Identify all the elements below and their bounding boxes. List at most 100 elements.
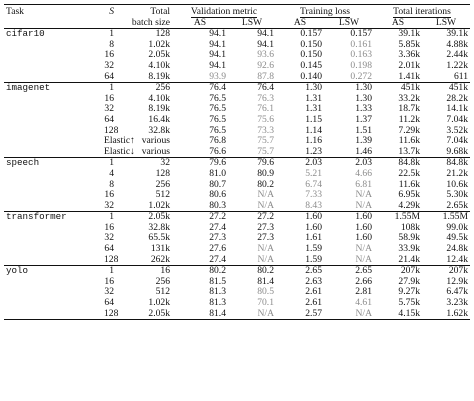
cell-batch: 1.02k: [148, 38, 170, 50]
cell-batch: various: [141, 145, 170, 157]
cell-v-lsw: 76.3: [257, 92, 274, 104]
cell-t-lsw: 2.66: [355, 275, 372, 287]
cell-t-lsw: 2.03: [324, 157, 374, 169]
header-s: S: [102, 3, 116, 29]
table-row: 32 1.02k 80.3 N/A 8.43 N/A 4.29k 2.65k: [4, 199, 470, 212]
cell-t-as: 1.31: [305, 103, 322, 115]
cell-i-as: 33.9k: [398, 243, 420, 255]
cell-i-as: 6.95k: [398, 189, 420, 201]
cell-v-lsw: 27.2: [228, 211, 276, 223]
cell-i-lsw: 84.8k: [422, 157, 470, 169]
cell-batch: 4.10k: [148, 59, 170, 71]
cell-s: 1: [102, 82, 116, 94]
cell-i-as: 1.41k: [398, 70, 420, 82]
table-row: 32 8.19k 76.5 76.1 1.31 1.33 18.7k 14.1k: [4, 104, 470, 115]
cell-i-as: 3.36k: [398, 49, 420, 61]
cell-v-as: 76.5: [209, 103, 226, 115]
table-row: yolo 1 16 80.2 80.2 2.65 2.65 207k 207k: [4, 265, 470, 277]
cell-i-lsw: 4.88k: [446, 38, 468, 50]
cell-v-as: 81.4: [172, 308, 228, 321]
cell-s: 16: [104, 275, 114, 287]
table-row: 64 8.19k 93.9 87.8 0.140 0.272 1.41k 611: [4, 70, 470, 83]
cell-batch: 32.8k: [148, 124, 170, 136]
cell-i-as: 33.2k: [398, 92, 420, 104]
table-row: 4 128 81.0 80.9 5.21 4.66 22.5k 21.2k: [4, 167, 470, 180]
cell-i-as: 1.55M: [374, 211, 422, 223]
cell-v-as: 76.5: [209, 92, 226, 104]
cell-v-as: 93.9: [209, 70, 226, 82]
cell-v-as: 81.5: [209, 275, 226, 287]
cell-v-as: 81.3: [209, 286, 226, 298]
cell-batch: 32.8k: [148, 221, 170, 233]
table-row: imagenet 1 256 76.4 76.4 1.30 1.30 451k 451k: [4, 82, 470, 94]
cell-batch: 1.02k: [148, 199, 170, 211]
task-name-empty: [4, 308, 102, 321]
task-name-empty: [4, 233, 102, 244]
cell-batch: 256: [155, 178, 170, 190]
cell-v-lsw: N/A: [228, 308, 276, 321]
cell-t-as: 2.61: [305, 286, 322, 298]
cell-v-lsw: 76.4: [228, 82, 276, 94]
cell-v-lsw: 80.2: [257, 178, 274, 190]
results-body: cifar10 1 128 94.1 94.1 0.157 0.157 39.1k 39.1k 8…: [4, 28, 470, 321]
cell-s: 16: [104, 189, 114, 201]
cell-i-lsw: 2.44k: [446, 49, 468, 61]
cell-i-lsw: 2.65k: [446, 199, 468, 211]
header-iterations-label: Total iterations: [393, 6, 451, 18]
cell-s: 4: [109, 167, 114, 179]
cell-s: 1: [102, 28, 116, 40]
table-row: 32 512 81.3 80.5 2.61 2.81 9.27k 6.47k: [4, 287, 470, 298]
cell-s: 32: [104, 199, 114, 211]
cell-t-as: 6.74: [305, 178, 322, 190]
cell-i-as: 4.15k: [374, 308, 422, 321]
cell-v-as: 94.1: [172, 28, 228, 40]
cell-i-lsw: 3.23k: [446, 297, 468, 309]
table-row: 64 131k 27.6 N/A 1.59 N/A 33.9k 24.8k: [4, 243, 470, 255]
cell-s: 128: [102, 307, 119, 321]
table-row: 16 256 81.5 81.4 2.63 2.66 27.9k 12.9k: [4, 275, 470, 288]
table-row: 128 2.05k 81.4 N/A 2.57 N/A 4.15k 1.62k: [4, 307, 470, 321]
header-iter-lsw: LSW: [435, 16, 457, 28]
cell-t-as: 0.150: [300, 49, 322, 61]
cell-s: 64: [104, 297, 114, 309]
cell-t-as: 1.23: [305, 145, 322, 157]
cell-i-lsw: 14.1k: [446, 103, 468, 115]
cell-v-lsw: 27.3: [257, 221, 274, 233]
cell-v-lsw: 80.9: [257, 167, 274, 179]
cell-s: 1: [102, 157, 116, 169]
table-row: 32 65.5k 27.3 27.3 1.61 1.60 58.9k 49.5k: [4, 233, 470, 244]
cell-s: 1: [102, 211, 116, 223]
task-name-empty: [4, 223, 102, 234]
cell-i-lsw: 1.55M: [422, 211, 470, 223]
cell-i-as: 207k: [374, 265, 422, 277]
cell-batch: 8.19k: [148, 103, 170, 115]
task-name: cifar10: [4, 28, 102, 40]
table-row: Elastic↑ various 76.8 75.7 1.16 1.39 11.6k 7.04…: [4, 136, 470, 147]
cell-s: 1: [102, 265, 116, 277]
cell-v-as: 94.1: [209, 59, 226, 71]
cell-t-lsw: 6.81: [355, 178, 372, 190]
cell-s: 128: [104, 253, 119, 265]
cell-v-as: 79.6: [172, 157, 228, 169]
cell-i-as: 2.01k: [398, 59, 420, 71]
cell-batch: 32: [116, 157, 172, 169]
cell-batch: various: [141, 135, 170, 147]
cell-t-lsw: 2.65: [324, 265, 374, 277]
cell-t-lsw: 1.60: [355, 232, 372, 244]
task-name-empty: [4, 50, 102, 61]
cell-i-as: 21.4k: [398, 253, 420, 265]
table-row: 16 4.10k 76.5 76.3 1.31 1.30 33.2k 28.2k: [4, 92, 470, 105]
table-row: 8 256 80.7 80.2 6.74 6.81 11.6k 10.6k: [4, 178, 470, 191]
table-row: cifar10 1 128 94.1 94.1 0.157 0.157 39.1k 39.1k: [4, 28, 470, 40]
table-row: 16 32.8k 27.4 27.3 1.60 1.60 108k 99.0k: [4, 221, 470, 234]
task-name-empty: [4, 180, 102, 191]
cell-t-lsw: 1.60: [324, 211, 374, 223]
task-name-empty: [4, 147, 102, 158]
cell-batch: 131k: [150, 243, 170, 255]
header-batch-size: Total batch size: [116, 3, 172, 29]
cell-v-as: 27.4: [209, 221, 226, 233]
task-name-empty: [4, 136, 102, 147]
cell-v-lsw: N/A: [257, 253, 274, 265]
cell-i-lsw: 9.68k: [446, 145, 468, 157]
cell-v-as: 94.1: [209, 38, 226, 50]
